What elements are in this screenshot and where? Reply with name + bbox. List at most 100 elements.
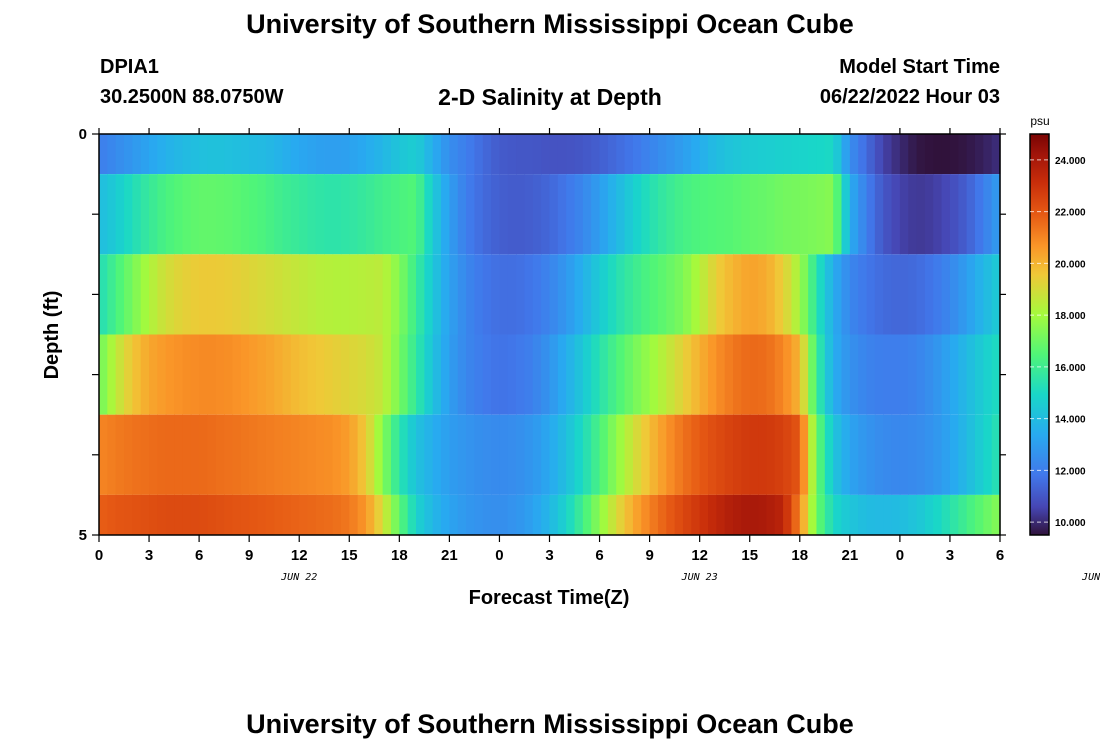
- x-tick-label: 15: [341, 547, 358, 564]
- heatmap-cell: [299, 174, 309, 255]
- heatmap-cell: [949, 134, 959, 175]
- heatmap-cell: [132, 414, 142, 495]
- heatmap-cell: [541, 254, 551, 335]
- heatmap-cell: [482, 174, 492, 255]
- heatmap-cell: [791, 254, 801, 335]
- heatmap-cell: [482, 414, 492, 495]
- heatmap-cell: [966, 254, 976, 335]
- heatmap-cell: [149, 254, 158, 335]
- heatmap-cell: [791, 134, 801, 175]
- heatmap-cell: [924, 494, 934, 535]
- heatmap-cell: [416, 494, 425, 535]
- heatmap-cell: [466, 334, 476, 415]
- heatmap-cell: [983, 254, 993, 335]
- heatmap-cell: [591, 174, 601, 255]
- heatmap-cell: [424, 134, 434, 175]
- heatmap-cell: [699, 414, 709, 495]
- heatmap-cell: [883, 254, 893, 335]
- heatmap-cell: [666, 174, 676, 255]
- heatmap-cell: [507, 134, 517, 175]
- date-label: JUN 22: [280, 572, 317, 583]
- heatmap-cell: [724, 174, 734, 255]
- heatmap-cell: [708, 414, 717, 495]
- heatmap-cell: [983, 494, 993, 535]
- model-start-time: 06/22/2022 Hour 03: [819, 86, 1000, 108]
- heatmap-cell: [315, 174, 325, 255]
- heatmap-cell: [824, 494, 834, 535]
- x-tick-label: 18: [791, 547, 808, 564]
- heatmap-cell: [149, 334, 158, 415]
- heatmap-cell: [349, 334, 359, 415]
- heatmap-cell: [290, 254, 300, 335]
- heatmap-cell: [657, 174, 667, 255]
- heatmap-cell: [916, 174, 926, 255]
- heatmap-cell: [157, 494, 167, 535]
- x-tick-label: 3: [946, 547, 954, 564]
- heatmap-cell: [449, 174, 459, 255]
- heatmap-cell: [532, 254, 542, 335]
- y-tick-label: 5: [79, 527, 87, 544]
- colorbar: psu 10.000 12.000 14.000 16.000 18.000 20.000…: [1029, 114, 1086, 536]
- heatmap-cell: [949, 334, 959, 415]
- heatmap-cell: [499, 254, 509, 335]
- heatmap-cell: [441, 254, 450, 335]
- heatmap-cell: [624, 414, 634, 495]
- heatmap-cell: [949, 494, 959, 535]
- heatmap-cell: [733, 334, 742, 415]
- heatmap-cell: [599, 334, 609, 415]
- heatmap-cell: [174, 174, 184, 255]
- heatmap-cell: [232, 134, 242, 175]
- heatmap-cell: [908, 334, 918, 415]
- heatmap-cell: [140, 414, 150, 495]
- heatmap-cell: [399, 414, 409, 495]
- heatmap-cell: [282, 254, 292, 335]
- heatmap-cell: [983, 334, 993, 415]
- heatmap-cell: [616, 334, 626, 415]
- heatmap-cell: [766, 414, 776, 495]
- heatmap-cell: [624, 334, 634, 415]
- heatmap-cell: [190, 254, 200, 335]
- x-tick-label: 0: [95, 547, 103, 564]
- heatmap-cell: [791, 174, 801, 255]
- heatmap-cell: [299, 414, 309, 495]
- heatmap-cell: [733, 134, 742, 175]
- heatmap-cell: [124, 134, 133, 175]
- heatmap-cell: [841, 334, 851, 415]
- heatmap-cell: [899, 414, 909, 495]
- heatmap-cell: [290, 334, 300, 415]
- heatmap-cell: [407, 254, 417, 335]
- heatmap-cell: [557, 134, 567, 175]
- x-tick-label: 15: [741, 547, 758, 564]
- heatmap-cell: [899, 134, 909, 175]
- heatmap-cell: [983, 414, 993, 495]
- heatmap-cell: [749, 334, 759, 415]
- heatmap-cell: [749, 174, 759, 255]
- heatmap-cell: [908, 414, 918, 495]
- heatmap-cell: [432, 494, 442, 535]
- heatmap-cell: [516, 254, 526, 335]
- heatmap-cell: [983, 174, 993, 255]
- heatmap-cell: [883, 134, 893, 175]
- heatmap-cell: [340, 134, 350, 175]
- heatmap-cell: [257, 334, 267, 415]
- heatmap-cell: [941, 414, 951, 495]
- heatmap-cell: [708, 334, 717, 415]
- heatmap-cell: [966, 414, 976, 495]
- heatmap-cell: [307, 494, 317, 535]
- colorbar-tick-label: 12.000: [1055, 466, 1086, 477]
- heatmap-cell: [866, 134, 876, 175]
- heatmap-cell: [924, 174, 934, 255]
- heatmap-cell: [899, 494, 909, 535]
- footer-title: University of Southern Mississippi Ocean…: [246, 709, 854, 739]
- heatmap-cell: [774, 334, 784, 415]
- heatmap-cell: [741, 174, 751, 255]
- heatmap-cell: [249, 134, 259, 175]
- heatmap-cell: [382, 334, 392, 415]
- axes: 0 3 6 9 12 15 18 21 0 3 6 9 12 15 18 21 0 3 6 JUN 22 JUN 23 J…: [79, 126, 1100, 583]
- heatmap-cell: [299, 254, 309, 335]
- heatmap-cell: [783, 134, 793, 175]
- heatmap-cell: [332, 494, 342, 535]
- heatmap-cell: [282, 494, 292, 535]
- heatmap-cell: [307, 174, 317, 255]
